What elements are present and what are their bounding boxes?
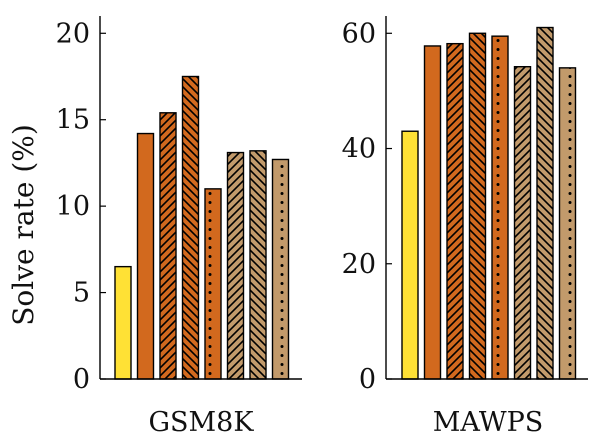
y-tick-label-mawps-40: 40: [342, 134, 376, 165]
bars-gsm8k: [114, 75, 290, 380]
bar-gsm8k-series-2: [136, 132, 155, 380]
y-axis-label: Solve rate (%): [7, 124, 40, 326]
bar-gsm8k-series-3: [159, 112, 177, 380]
y-tick-label-gsm8k-0: 0: [73, 364, 90, 395]
ticks-mawps: 0 20 40 60: [342, 18, 392, 395]
y-tick-label-gsm8k-10: 10: [56, 191, 90, 222]
bar-gsm8k-series-4: [181, 75, 200, 380]
axes-mawps: [385, 16, 588, 380]
panel-gsm8k: 0 5 10 15 20 GSM8K: [56, 16, 302, 438]
bar-mawps-series-3: [446, 42, 464, 380]
y-tick-label-gsm8k-20: 20: [56, 18, 90, 49]
panel-mawps: 0 20 40 60 MAWPS: [342, 16, 588, 438]
bar-mawps-series-8: [558, 67, 577, 380]
bar-gsm8k-series-1: [114, 265, 132, 380]
bar-gsm8k-series-5: [204, 188, 222, 380]
bar-gsm8k-series-7: [249, 150, 267, 380]
bar-mawps-series-4: [468, 32, 487, 380]
y-tick-label-gsm8k-5: 5: [73, 278, 90, 309]
bars-mawps: [401, 26, 577, 380]
category-label-gsm8k: GSM8K: [148, 407, 254, 438]
y-tick-label-mawps-0: 0: [359, 364, 376, 395]
category-label-mawps: MAWPS: [433, 407, 543, 438]
bar-mawps-series-7: [536, 26, 554, 380]
y-tick-label-mawps-20: 20: [342, 249, 376, 280]
bar-gsm8k-series-6: [226, 151, 245, 380]
bar-gsm8k-series-8: [271, 158, 290, 380]
ticks-gsm8k: 0 5 10 15 20: [56, 18, 106, 395]
bar-mawps-series-1: [401, 130, 419, 380]
y-tick-label-gsm8k-15: 15: [56, 105, 90, 136]
bar-mawps-series-6: [513, 66, 532, 380]
bar-mawps-series-5: [491, 35, 509, 380]
y-tick-label-mawps-60: 60: [342, 18, 376, 49]
axes-gsm8k: [99, 16, 302, 380]
bar-mawps-series-2: [423, 45, 442, 380]
